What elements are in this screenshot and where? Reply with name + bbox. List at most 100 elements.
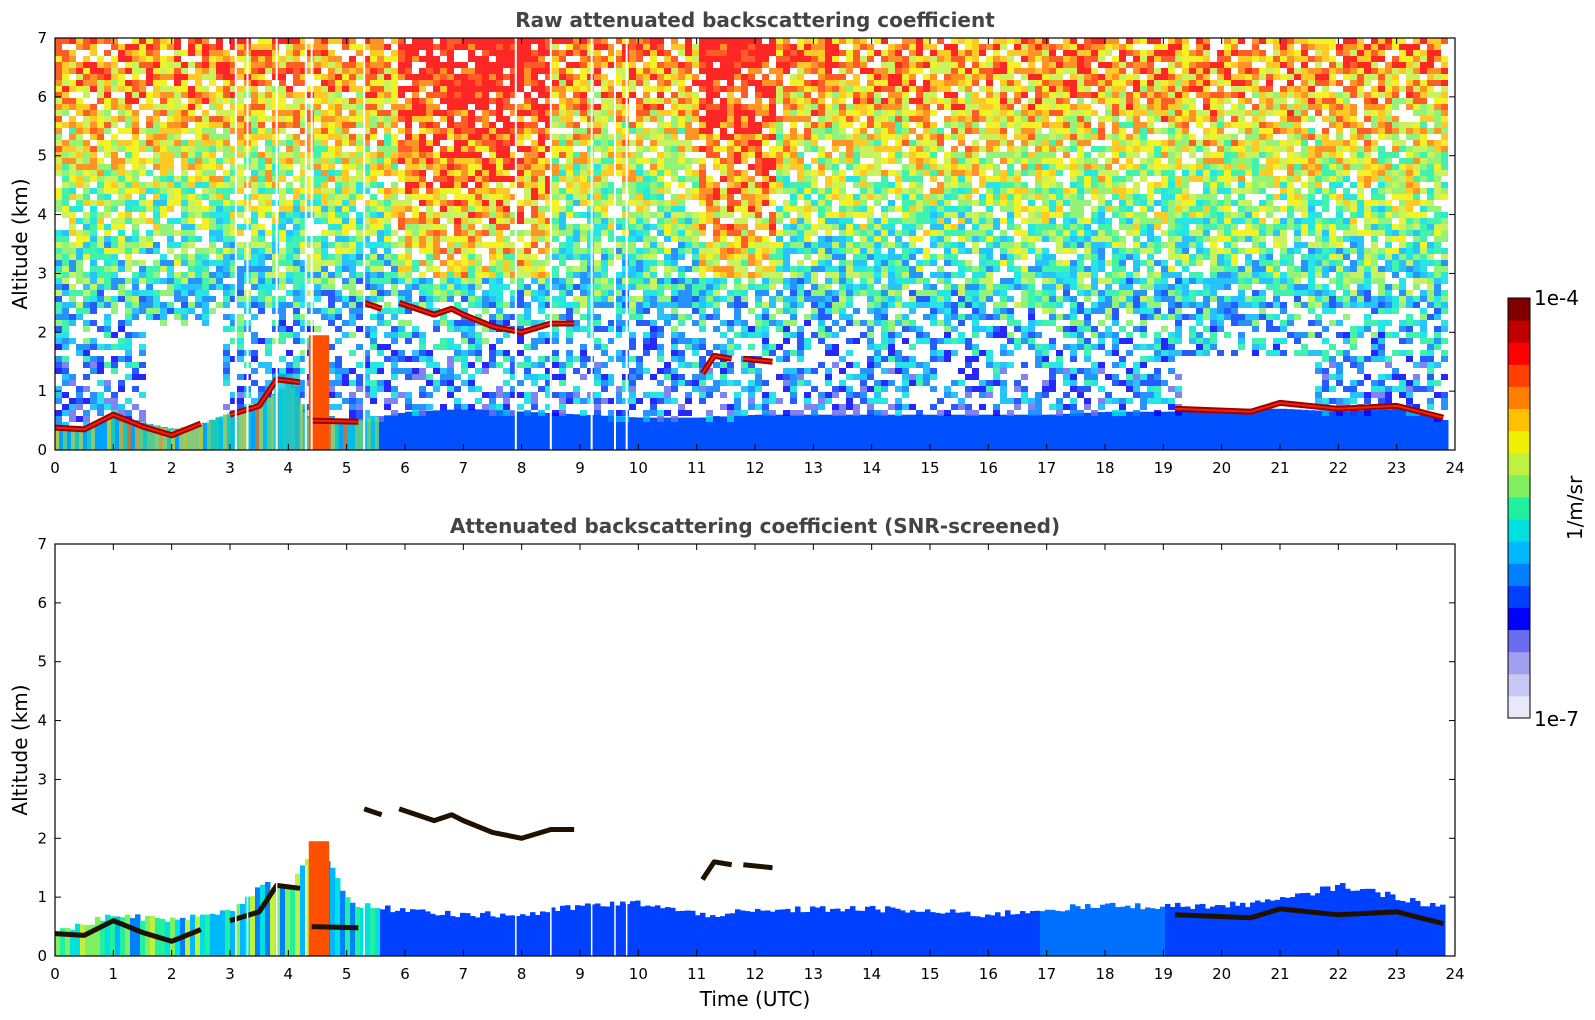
noise-cell — [335, 134, 342, 140]
noise-cell — [573, 182, 580, 188]
noise-cell — [755, 326, 762, 332]
noise-cell — [377, 350, 384, 356]
noise-cell — [552, 140, 559, 146]
noise-cell — [258, 38, 265, 44]
noise-cell — [503, 38, 510, 44]
noise-cell — [580, 356, 587, 362]
noise-cell — [188, 182, 195, 188]
noise-cell — [153, 194, 160, 200]
noise-cell — [608, 98, 615, 104]
noise-cell — [307, 326, 314, 332]
noise-cell — [650, 236, 657, 242]
noise-cell — [594, 38, 601, 44]
noise-cell — [104, 68, 111, 74]
noise-cell — [678, 122, 685, 128]
noise-cell — [279, 110, 286, 116]
noise-cell — [573, 50, 580, 56]
noise-cell — [111, 242, 118, 248]
noise-cell — [489, 206, 496, 212]
noise-cell — [153, 74, 160, 80]
noise-cell — [454, 122, 461, 128]
noise-cell — [657, 392, 664, 398]
noise-cell — [195, 284, 202, 290]
noise-cell — [230, 290, 237, 296]
noise-cell — [713, 212, 720, 218]
noise-cell — [62, 194, 69, 200]
noise-cell — [713, 284, 720, 290]
noise-cell — [559, 284, 566, 290]
noise-cell — [475, 398, 482, 404]
noise-cell — [482, 266, 489, 272]
noise-cell — [195, 134, 202, 140]
noise-cell — [412, 134, 419, 140]
noise-cell — [111, 266, 118, 272]
noise-cell — [573, 386, 580, 392]
noise-cell — [335, 122, 342, 128]
noise-cell — [566, 398, 573, 404]
noise-cell — [769, 254, 776, 260]
noise-cell — [195, 266, 202, 272]
noise-cell — [517, 38, 524, 44]
noise-cell — [496, 308, 503, 314]
noise-cell — [573, 86, 580, 92]
noise-cell — [461, 176, 468, 182]
noise-cell — [300, 164, 307, 170]
noise-cell — [132, 86, 139, 92]
noise-cell — [468, 278, 475, 284]
noise-cell — [132, 74, 139, 80]
noise-cell — [237, 116, 244, 122]
noise-cell — [62, 188, 69, 194]
noise-cell — [461, 80, 468, 86]
noise-cell — [475, 236, 482, 242]
noise-cell — [692, 44, 699, 50]
noise-cell — [216, 110, 223, 116]
noise-cell — [69, 338, 76, 344]
noise-cell — [111, 392, 118, 398]
noise-cell — [601, 398, 608, 404]
noise-cell — [741, 296, 748, 302]
noise-cell — [181, 140, 188, 146]
noise-cell — [405, 320, 412, 326]
noise-cell — [538, 116, 545, 122]
noise-cell — [447, 80, 454, 86]
noise-cell — [279, 176, 286, 182]
noise-cell — [146, 236, 153, 242]
noise-cell — [139, 410, 146, 416]
noise-cell — [524, 308, 531, 314]
noise-cell — [209, 62, 216, 68]
noise-cell — [55, 308, 62, 314]
noise-cell — [454, 74, 461, 80]
noise-cell — [657, 128, 664, 134]
noise-cell — [230, 170, 237, 176]
noise-cell — [132, 50, 139, 56]
noise-cell — [545, 332, 552, 338]
noise-cell — [636, 158, 643, 164]
noise-cell — [503, 122, 510, 128]
noise-cell — [559, 410, 566, 416]
noise-cell — [307, 206, 314, 212]
noise-cell — [62, 98, 69, 104]
noise-cell — [286, 188, 293, 194]
noise-cell — [307, 212, 314, 218]
noise-cell — [426, 128, 433, 134]
noise-cell — [748, 344, 755, 350]
noise-cell — [454, 248, 461, 254]
noise-cell — [706, 44, 713, 50]
noise-cell — [650, 50, 657, 56]
noise-cell — [342, 206, 349, 212]
noise-cell — [559, 176, 566, 182]
noise-cell — [146, 308, 153, 314]
noise-cell — [545, 74, 552, 80]
noise-cell — [538, 296, 545, 302]
noise-cell — [398, 56, 405, 62]
noise-cell — [230, 176, 237, 182]
noise-cell — [727, 56, 734, 62]
noise-cell — [426, 50, 433, 56]
noise-cell — [314, 206, 321, 212]
noise-cell — [699, 290, 706, 296]
noise-cell — [160, 254, 167, 260]
noise-cell — [398, 218, 405, 224]
noise-cell — [587, 62, 594, 68]
noise-cell — [286, 266, 293, 272]
noise-cell — [762, 404, 769, 410]
